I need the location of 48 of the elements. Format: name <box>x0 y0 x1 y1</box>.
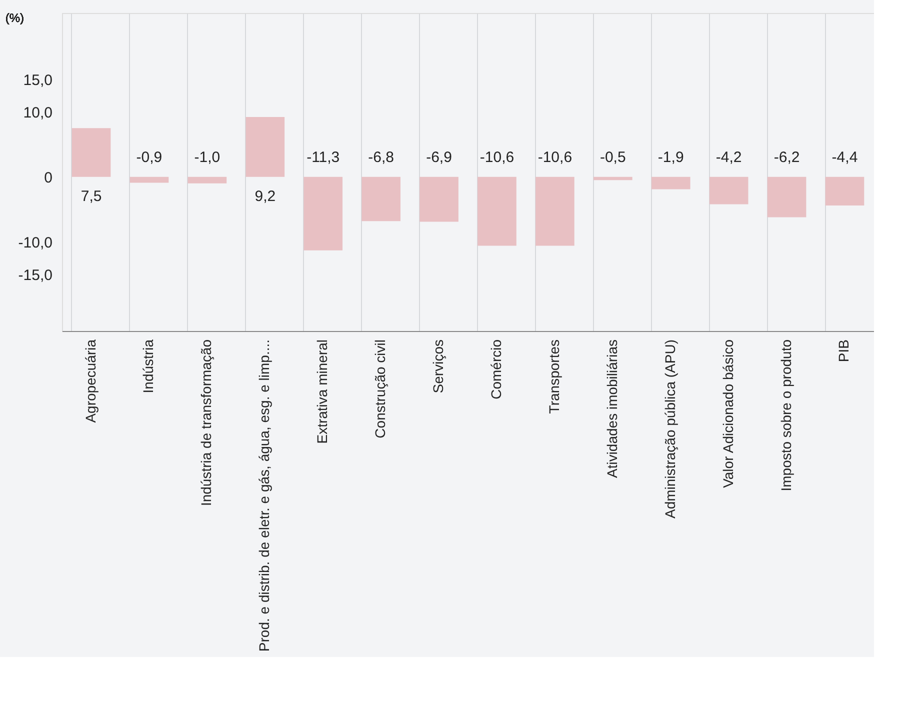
x-tick-label: Atividades imobiliárias <box>604 340 620 478</box>
y-tick-label: -15,0 <box>18 266 52 284</box>
bar <box>767 176 806 218</box>
bar <box>130 176 169 183</box>
x-tick-label: Indústria de transformação <box>198 339 214 506</box>
bar <box>188 176 227 184</box>
y-tick-label: 0 <box>44 169 52 186</box>
bar <box>246 117 285 177</box>
data-label: 9,2 <box>254 188 276 205</box>
bar <box>362 176 400 222</box>
x-tick-label: Indústria <box>140 339 156 394</box>
data-label: -6,2 <box>774 148 800 166</box>
y-axis-title: (%) <box>5 11 24 25</box>
y-tick-label: 15,0 <box>23 72 52 89</box>
bar <box>825 176 864 206</box>
data-label: -6,9 <box>426 148 452 166</box>
y-tick-label: -10,0 <box>18 234 52 252</box>
data-label: -4,2 <box>716 148 742 166</box>
bar <box>478 176 516 246</box>
data-label: -10,6 <box>538 148 572 166</box>
data-label: -1,9 <box>658 148 684 166</box>
x-tick-label: Administração pública (APU) <box>662 340 678 518</box>
bar <box>536 176 574 246</box>
x-tick-label: Prod. e distrib. de eletr. e gás, água, esg. e limp.... <box>256 340 272 652</box>
data-label: -10,6 <box>480 148 514 166</box>
x-tick-label: Transportes <box>546 340 562 414</box>
data-label: -11,3 <box>306 148 340 166</box>
data-label: -0,9 <box>136 148 162 166</box>
x-tick-label: Agropecuária <box>82 339 98 423</box>
data-label: -4,4 <box>832 148 858 166</box>
data-label: -6,8 <box>368 148 394 166</box>
x-tick-label: Construção civil <box>372 340 388 438</box>
data-label: -0,5 <box>600 148 626 166</box>
y-tick-label: 10,0 <box>23 104 52 122</box>
data-label: -1,0 <box>194 148 220 166</box>
bar <box>651 176 690 190</box>
x-tick-label: Serviços <box>430 340 446 394</box>
bar <box>709 176 748 204</box>
bar <box>420 176 458 222</box>
x-tick-label: Comércio <box>488 339 504 400</box>
x-tick-label: PIB <box>836 340 852 362</box>
data-label: 7,5 <box>80 188 102 205</box>
x-tick-label: Valor Adicionado básico <box>720 339 736 488</box>
x-tick-label: Extrativa mineral <box>314 340 330 444</box>
bar <box>72 128 111 177</box>
bar <box>304 176 343 250</box>
x-tick-label: Imposto sobre o produto <box>778 339 794 492</box>
bar <box>593 176 632 180</box>
